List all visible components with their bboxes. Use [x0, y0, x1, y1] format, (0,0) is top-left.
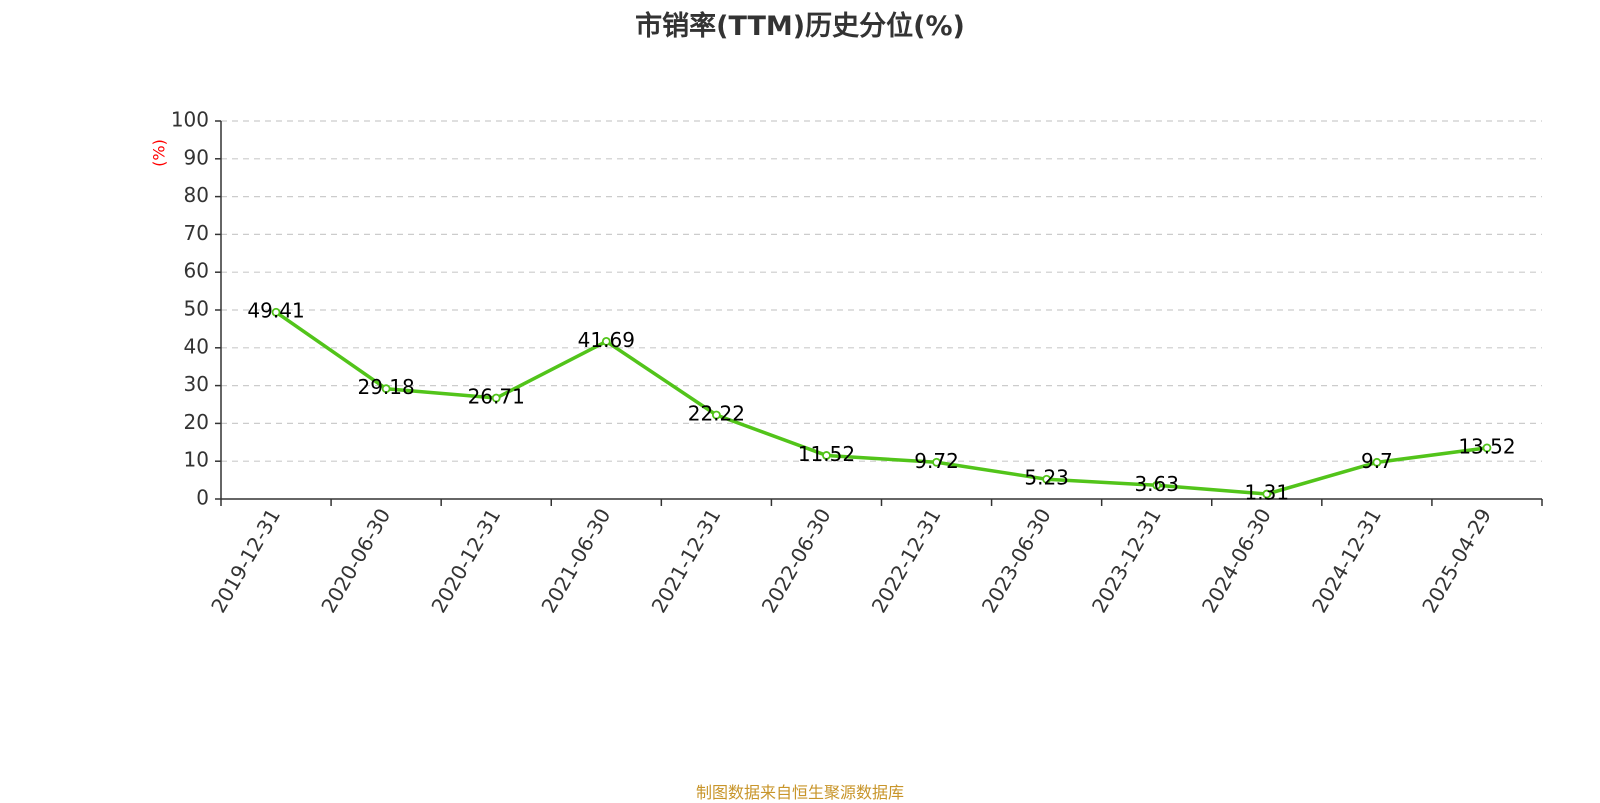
data-label: 3.63 [1134, 472, 1179, 496]
y-tick-label: 60 [184, 259, 209, 283]
x-tick-label: 2022-12-31 [867, 504, 946, 617]
data-point [1372, 457, 1382, 467]
data-point [491, 393, 501, 403]
data-label: 41.69 [578, 328, 635, 352]
data-label: 1.31 [1245, 481, 1290, 505]
data-label: 9.72 [914, 449, 959, 473]
x-tick-label: 2024-06-30 [1197, 504, 1276, 617]
x-tick-label: 2020-06-30 [316, 504, 395, 617]
data-labels: 49.41 29.18 26.71 41.69 22.22 11.52 9.72 5.23 3.… [247, 299, 1515, 505]
data-label: 49.41 [247, 299, 304, 323]
y-tick-label: 40 [184, 334, 209, 358]
x-tick-label: 2023-06-30 [977, 504, 1056, 617]
y-tick-label: 90 [184, 145, 209, 169]
axes [215, 120, 1543, 506]
data-label: 5.23 [1024, 466, 1069, 490]
x-tick-label: 2025-04-29 [1417, 504, 1496, 617]
data-point [381, 384, 391, 394]
data-point [271, 307, 281, 317]
data-point [711, 410, 721, 420]
y-tick-label: 30 [184, 372, 209, 396]
data-label: 9.7 [1361, 449, 1393, 473]
y-tick-label: 0 [196, 486, 209, 510]
y-tick-label: 100 [171, 108, 209, 132]
chart-title: 市销率(TTM)历史分位(%) [635, 11, 965, 42]
data-label: 11.52 [798, 442, 855, 466]
data-point [1152, 480, 1162, 490]
y-tick-label: 50 [184, 297, 209, 321]
x-tick-label: 2023-12-31 [1087, 504, 1166, 617]
data-label: 26.71 [468, 385, 525, 409]
data-point [1042, 474, 1052, 484]
series-layer [271, 307, 1492, 499]
data-point [601, 337, 611, 346]
x-tick-label: 2022-06-30 [757, 504, 836, 617]
x-tick-label: 2021-06-30 [536, 504, 615, 617]
x-tick-label: 2021-12-31 [647, 504, 726, 617]
x-tick-label: 2020-12-31 [426, 504, 505, 617]
data-point [1262, 489, 1272, 499]
series-line [275, 310, 1488, 496]
y-axis-label: (%) [150, 139, 169, 167]
grid-lines [221, 120, 1542, 462]
y-tick-label: 10 [184, 448, 209, 472]
y-tick-label: 70 [184, 221, 209, 245]
x-tick-labels: 2019-12-31 2020-06-30 2020-12-31 2021-06-30… [206, 504, 1496, 617]
y-tick-labels: 0 10 20 30 40 50 60 70 80 90 100 [171, 108, 209, 510]
source-note: 制图数据来自恒生聚源数据库 [695, 783, 904, 802]
data-point [822, 451, 831, 460]
x-tick-label: 2024-12-31 [1307, 504, 1386, 617]
data-point [1482, 443, 1492, 453]
data-label: 13.52 [1458, 434, 1515, 458]
x-tick-label: 2019-12-31 [206, 504, 285, 617]
y-tick-label: 20 [184, 410, 209, 434]
data-label: 29.18 [357, 375, 414, 399]
data-label: 22.22 [688, 402, 745, 426]
data-point [932, 457, 941, 467]
y-tick-label: 80 [184, 183, 209, 207]
